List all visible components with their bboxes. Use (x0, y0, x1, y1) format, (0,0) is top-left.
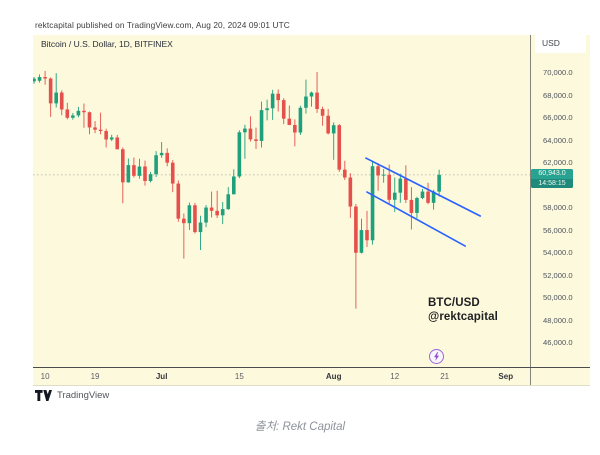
price-axis-label: 58,000.0 (543, 203, 573, 212)
tradingview-logo-icon (35, 389, 52, 401)
annotation-symbol: BTC/USD (428, 297, 480, 309)
tradingview-attribution[interactable]: TradingView (35, 388, 109, 402)
time-axis-label: 15 (234, 372, 244, 381)
price-axis-label: 54,000.0 (543, 248, 573, 257)
current-price-badge: 60,943.0 14:58:15 (531, 169, 573, 188)
time-axis-label: 19 (90, 372, 100, 381)
chart-annotation-text: BTC/USD @rektcapital (428, 297, 498, 324)
price-axis-label: 48,000.0 (543, 315, 573, 325)
publication-marker[interactable] (429, 349, 445, 364)
price-axis-label: 52,000.0 (543, 270, 573, 280)
time-axis-label: 10 (40, 372, 50, 381)
time-axis-label: Jul (155, 372, 168, 381)
price-axis-label: 62,000.0 (543, 158, 573, 167)
time-axis-label: Aug (325, 372, 342, 381)
chart-background (33, 35, 590, 386)
currency-unit-button[interactable]: USD (535, 33, 586, 53)
time-axis-label: 21 (440, 372, 450, 381)
price-axis-border (530, 35, 531, 385)
time-axis-border (33, 367, 590, 368)
time-axis-label: 12 (390, 372, 400, 381)
lightning-icon (434, 352, 440, 361)
price-axis-label: 64,000.0 (543, 135, 573, 145)
publish-attribution-line: rektcapital published on TradingView.com… (35, 20, 290, 30)
symbol-legend: Bitcoin / U.S. Dollar, 1D, BITFINEX (41, 39, 173, 49)
price-axis-label: 50,000.0 (543, 293, 573, 302)
price-axis-label: 56,000.0 (543, 225, 573, 235)
annotation-handle: @rektcapital (428, 310, 498, 323)
price-axis-label: 68,000.0 (543, 90, 573, 100)
time-axis-label: Sep (498, 372, 514, 381)
image-source-caption: 출처: Rekt Capital (254, 421, 346, 433)
price-axis-label: 46,000.0 (543, 338, 573, 347)
price-axis-label: 66,000.0 (543, 113, 573, 122)
tradingview-logo-text: TradingView (57, 389, 110, 401)
bar-close-countdown: 14:58:15 (531, 178, 573, 188)
price-axis-label: 70,000.0 (543, 68, 573, 77)
current-price-value: 60,943.0 (531, 169, 573, 179)
